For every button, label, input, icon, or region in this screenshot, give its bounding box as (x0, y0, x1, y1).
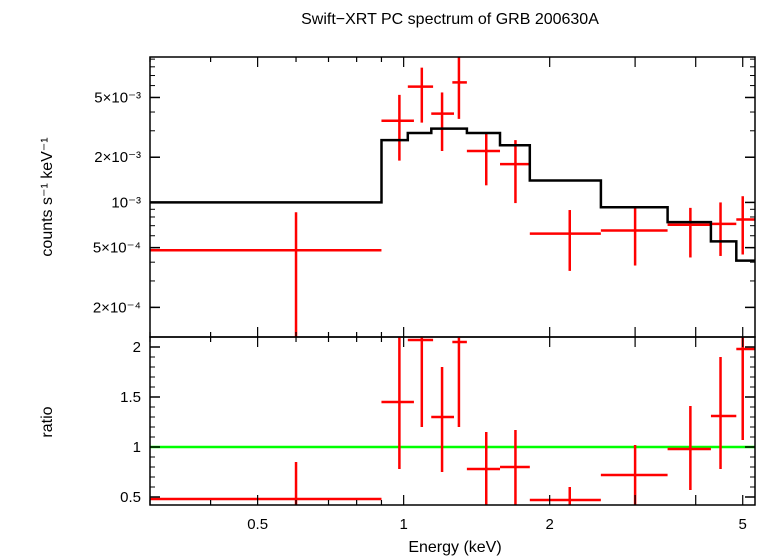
x-tick-label: 5 (739, 516, 747, 533)
data-point (600, 207, 668, 266)
data-point (431, 367, 455, 472)
data-point (381, 94, 414, 161)
x-tick-label: 1 (399, 516, 407, 533)
data-point (381, 337, 414, 469)
data-point (500, 430, 530, 505)
y-tick-label: 1 (133, 439, 141, 456)
x-tick-label: 2 (546, 516, 554, 533)
spectrum-panel: 2×10⁻⁴ 5×10⁻⁴ 10⁻³ 2×10⁻³ 5×10⁻³ (93, 56, 756, 338)
data-point (150, 462, 382, 505)
data-point (710, 357, 737, 469)
ratio-panel: 0.5 1 1.5 2 0.5 1 2 5 (120, 336, 756, 533)
spectrum-y-axis-label: counts s⁻¹ keV⁻¹ (39, 137, 56, 256)
plot-frame (149, 56, 756, 338)
data-point (736, 196, 755, 255)
y-tick-label: 2 (133, 339, 141, 356)
y-tick-label: 1.5 (120, 389, 141, 406)
chart-title: Swift−XRT PC spectrum of GRB 200630A (301, 11, 599, 28)
y-tick-label: 2×10⁻⁴ (93, 299, 141, 316)
data-point (710, 202, 737, 256)
y-tick-label: 5×10⁻⁴ (93, 240, 141, 257)
data-point (431, 92, 455, 152)
data-point (407, 337, 434, 427)
data-point (600, 445, 668, 505)
y-tick-label: 10⁻³ (111, 194, 141, 211)
data-point (150, 212, 382, 337)
x-axis-label: Energy (keV) (408, 539, 501, 556)
ratio-y-axis-label: ratio (39, 406, 56, 437)
data-point (667, 207, 711, 258)
plot-frame (149, 336, 756, 506)
data-point (466, 132, 501, 186)
data-point (407, 67, 434, 123)
y-tick-label: 5×10⁻³ (94, 89, 141, 106)
data-point (452, 337, 467, 427)
y-tick-label: 0.5 (120, 489, 141, 506)
data-point (452, 57, 467, 119)
x-tick-label: 0.5 (247, 516, 268, 533)
data-point (500, 140, 530, 204)
data-point (736, 337, 755, 440)
data-point (466, 432, 501, 505)
model-step-line (150, 127, 755, 262)
y-tick-label: 2×10⁻³ (94, 149, 141, 166)
data-point (667, 406, 711, 490)
data-point (529, 487, 601, 505)
data-point (529, 210, 601, 271)
